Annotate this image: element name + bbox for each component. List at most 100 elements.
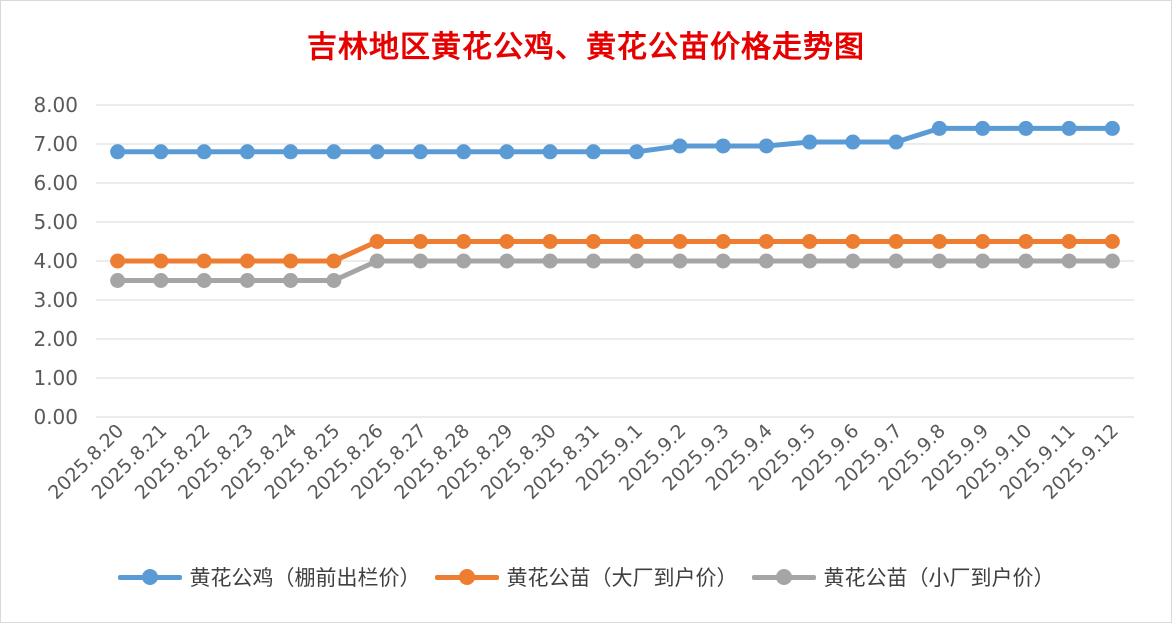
legend-swatch-rooster — [117, 567, 182, 587]
y-axis: 0.00 1.00 2.00 3.00 4.00 5.00 6.00 7.00 8.00 — [33, 93, 78, 429]
data-point — [715, 138, 731, 154]
y-tick-label: 3.00 — [33, 288, 78, 312]
data-point — [758, 138, 774, 154]
data-point — [542, 253, 558, 269]
y-tick-label: 0.00 — [33, 405, 78, 429]
legend-marker — [141, 569, 158, 585]
data-point — [369, 253, 385, 269]
gridlines — [96, 104, 1134, 418]
legend-label: 黄花公苗（大厂到户价） — [506, 566, 738, 590]
data-point — [456, 253, 472, 269]
y-tick-label: 5.00 — [33, 210, 78, 234]
legend-item-chick-large[interactable]: 黄花公苗（大厂到户价） — [434, 562, 738, 592]
data-point — [931, 253, 947, 269]
data-point — [283, 273, 299, 288]
data-point — [629, 144, 645, 160]
data-point — [585, 253, 601, 269]
data-point — [715, 253, 731, 269]
data-point — [975, 253, 991, 269]
data-point — [802, 134, 818, 150]
data-point — [672, 138, 688, 154]
series-line — [115, 258, 1115, 283]
data-point — [888, 134, 904, 150]
data-point — [153, 144, 169, 160]
data-point — [542, 144, 558, 160]
legend: 黄花公鸡（棚前出栏价） 黄花公苗（大厂到户价） 黄花公苗（小厂到户价） — [0, 560, 1172, 594]
chart-title: 吉林地区黄花公鸡、黄花公苗价格走势图 — [307, 30, 865, 65]
data-point — [412, 253, 428, 269]
data-point — [672, 234, 688, 249]
data-point — [1104, 234, 1120, 249]
data-point — [369, 234, 385, 249]
data-point — [412, 144, 428, 160]
data-point — [499, 234, 515, 249]
data-point — [758, 234, 774, 249]
y-tick-label: 1.00 — [33, 366, 78, 390]
legend-marker — [458, 569, 475, 585]
series — [110, 253, 1120, 288]
data-point — [456, 234, 472, 249]
data-point — [110, 273, 126, 288]
data-point — [456, 144, 472, 160]
data-point — [975, 234, 991, 249]
data-point — [888, 253, 904, 269]
data-point — [283, 144, 299, 160]
data-point — [542, 234, 558, 249]
data-point — [1018, 234, 1034, 249]
data-point — [975, 120, 991, 136]
y-tick-label: 6.00 — [33, 171, 78, 195]
data-point — [196, 144, 212, 160]
x-axis: 2025.8.202025.8.212025.8.222025.8.232025… — [44, 420, 1123, 504]
data-point — [931, 120, 947, 136]
data-point — [1061, 120, 1077, 136]
data-point — [802, 253, 818, 269]
data-point — [1061, 234, 1077, 249]
legend-label: 黄花公苗（小厂到户价） — [823, 566, 1055, 590]
data-point — [888, 234, 904, 249]
data-point — [326, 273, 342, 288]
data-point — [239, 253, 255, 269]
data-point — [758, 253, 774, 269]
data-point — [845, 253, 861, 269]
legend-item-rooster[interactable]: 黄花公鸡（棚前出栏价） — [117, 562, 421, 592]
data-point — [196, 273, 212, 288]
data-point — [110, 253, 126, 269]
data-point — [715, 234, 731, 249]
series — [110, 120, 1120, 160]
data-point — [845, 234, 861, 249]
data-point — [1104, 253, 1120, 269]
data-point — [412, 234, 428, 249]
data-point — [585, 144, 601, 160]
data-point — [672, 253, 688, 269]
data-point — [153, 253, 169, 269]
series-line — [115, 125, 1115, 155]
series-group — [110, 120, 1120, 288]
data-point — [326, 253, 342, 269]
data-point — [153, 273, 169, 288]
data-point — [802, 234, 818, 249]
legend-swatch-chick-small — [751, 567, 816, 587]
data-point — [196, 253, 212, 269]
data-point — [585, 234, 601, 249]
data-point — [629, 253, 645, 269]
data-point — [499, 144, 515, 160]
data-point — [845, 134, 861, 150]
y-tick-label: 7.00 — [33, 132, 78, 156]
data-point — [110, 144, 126, 160]
data-point — [931, 234, 947, 249]
series-line — [115, 239, 1115, 264]
y-tick-label: 8.00 — [33, 93, 78, 117]
y-tick-label: 4.00 — [33, 249, 78, 273]
data-point — [239, 273, 255, 288]
legend-item-chick-small[interactable]: 黄花公苗（小厂到户价） — [751, 562, 1055, 592]
data-point — [369, 144, 385, 160]
data-point — [1018, 120, 1034, 136]
data-point — [499, 253, 515, 269]
data-point — [629, 234, 645, 249]
series — [110, 234, 1120, 269]
legend-marker — [775, 569, 792, 585]
data-point — [239, 144, 255, 160]
legend-swatch-chick-large — [434, 567, 499, 587]
